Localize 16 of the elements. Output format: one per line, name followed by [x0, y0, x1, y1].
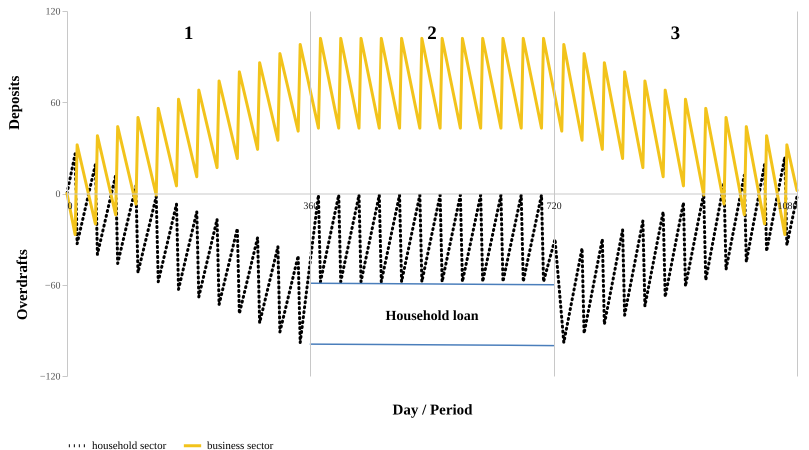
line-series — [66, 152, 798, 344]
annotation: 2 — [427, 22, 437, 44]
annotation: 3 — [670, 22, 680, 44]
y-tick-label: 120 — [46, 6, 60, 18]
y-axis-title: Deposits — [6, 76, 23, 130]
text: Overdrafts — [15, 249, 31, 320]
y-tick-label: −120 — [40, 372, 60, 382]
y-tick-label: −60 — [44, 280, 60, 292]
y-tick-label: 60 — [50, 98, 60, 109]
legend-label: business sector — [207, 440, 274, 450]
annotation: 1 — [184, 22, 194, 44]
legend-label: household sector — [92, 440, 167, 450]
x-tick-label: 720 — [546, 201, 562, 212]
annotation: Household loan — [386, 308, 479, 324]
y-tick-label: 0 — [56, 189, 60, 200]
x-axis-title: Day / Period — [392, 402, 474, 418]
